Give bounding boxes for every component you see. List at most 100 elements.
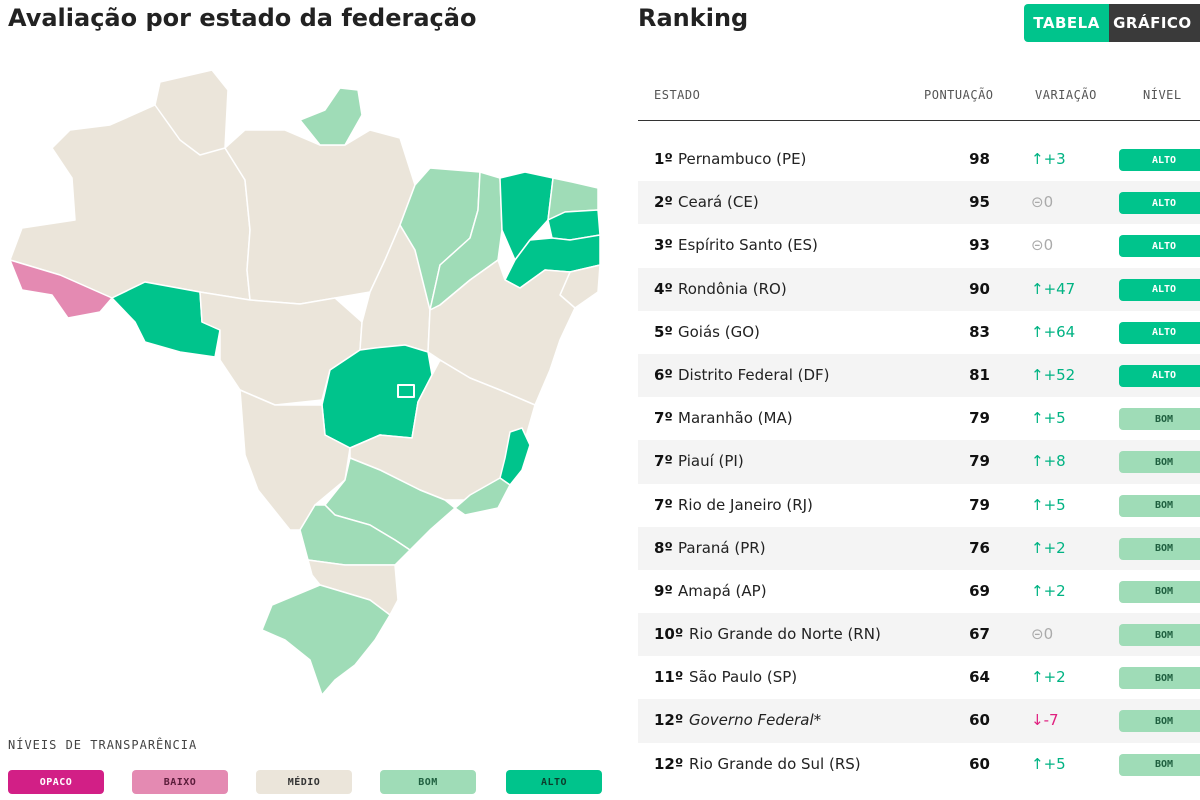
score-value: 64 xyxy=(969,668,990,687)
state-name: Espírito Santo (ES) xyxy=(678,236,818,255)
legend-bom: BOM xyxy=(380,770,476,794)
rank-position: 4º xyxy=(654,279,673,298)
table-row[interactable]: 1º Pernambuco (PE) 98 ↑+3 ALTO xyxy=(638,138,1200,181)
table-row[interactable]: 10º Rio Grande do Norte (RN) 67 ⊝0 BOM xyxy=(638,613,1200,657)
variation-value: ⊝0 xyxy=(1031,193,1054,212)
score-value: 76 xyxy=(969,538,990,557)
variation-value: ↑+2 xyxy=(1031,581,1066,600)
variation-value: ↑+52 xyxy=(1031,365,1076,384)
state-name: Ceará (CE) xyxy=(678,193,759,212)
rank-position: 9º xyxy=(654,581,673,600)
rank-position: 5º xyxy=(654,322,673,341)
state-name: Governo Federal* xyxy=(689,711,822,730)
level-badge: BOM xyxy=(1119,580,1200,603)
state-ro[interactable] xyxy=(111,281,221,358)
map-title: Avaliação por estado da federação xyxy=(8,4,477,32)
table-row[interactable]: 12º Governo Federal* 60 ↓-7 BOM xyxy=(638,699,1200,743)
state-rs[interactable] xyxy=(261,584,391,696)
col-estado[interactable]: ESTADO xyxy=(654,88,701,102)
score-value: 98 xyxy=(969,150,990,168)
tab-tabela[interactable]: TABELA xyxy=(1024,4,1110,42)
level-badge: BOM xyxy=(1119,451,1200,474)
table-row[interactable]: 3º Espírito Santo (ES) 93 ⊝0 ALTO xyxy=(638,224,1200,267)
score-value: 60 xyxy=(969,754,990,773)
state-name: Rio de Janeiro (RJ) xyxy=(678,495,813,514)
level-badge: ALTO xyxy=(1119,278,1200,301)
level-badge: BOM xyxy=(1119,710,1200,733)
table-row[interactable]: 12º Rio Grande do Sul (RS) 60 ↑+5 BOM xyxy=(638,743,1200,786)
rank-position: 8º xyxy=(654,538,673,557)
table-row[interactable]: 7º Rio de Janeiro (RJ) 79 ↑+5 BOM xyxy=(638,484,1200,527)
state-name: Amapá (AP) xyxy=(678,581,767,600)
table-row[interactable]: 5º Goiás (GO) 83 ↑+64 ALTO xyxy=(638,311,1200,354)
rank-position: 11º xyxy=(654,668,684,687)
score-value: 90 xyxy=(969,279,990,298)
state-ms[interactable] xyxy=(239,389,351,531)
state-ap[interactable] xyxy=(299,87,363,146)
variation-value: ↑+64 xyxy=(1031,322,1076,341)
level-badge: BOM xyxy=(1119,667,1200,690)
table-row[interactable]: 7º Piauí (PI) 79 ↑+8 BOM xyxy=(638,440,1200,484)
legend-opaco: OPACO xyxy=(8,770,104,794)
state-name: Distrito Federal (DF) xyxy=(678,365,830,384)
rank-position: 1º xyxy=(654,150,673,168)
state-es[interactable] xyxy=(499,427,531,486)
table-row[interactable]: 4º Rondônia (RO) 90 ↑+47 ALTO xyxy=(638,267,1200,311)
col-nivel[interactable]: NÍVEL xyxy=(1143,88,1182,102)
table-row[interactable]: 7º Maranhão (MA) 79 ↑+5 BOM xyxy=(638,397,1200,440)
score-value: 93 xyxy=(969,236,990,255)
level-badge: BOM xyxy=(1119,753,1200,776)
state-ac[interactable] xyxy=(9,259,113,319)
state-name: São Paulo (SP) xyxy=(689,668,798,687)
col-variacao[interactable]: VARIAÇÃO xyxy=(1035,88,1097,102)
legend-alto: ALTO xyxy=(506,770,602,794)
table-row[interactable]: 9º Amapá (AP) 69 ↑+2 BOM xyxy=(638,570,1200,613)
level-badge: BOM xyxy=(1119,624,1200,647)
view-toggle: TABELA GRÁFICO xyxy=(1024,4,1200,42)
brazil-map-svg xyxy=(9,69,601,696)
variation-value: ↑+2 xyxy=(1031,538,1066,557)
table-row[interactable]: 6º Distrito Federal (DF) 81 ↑+52 ALTO xyxy=(638,353,1200,398)
variation-value: ↑+3 xyxy=(1031,150,1066,168)
score-value: 60 xyxy=(969,711,990,730)
score-value: 83 xyxy=(969,322,990,341)
rank-position: 12º xyxy=(654,754,684,773)
col-pontuacao[interactable]: PONTUAÇÃO xyxy=(924,88,994,102)
rank-position: 6º xyxy=(654,365,673,384)
variation-value: ↑+2 xyxy=(1031,668,1066,687)
state-name: Maranhão (MA) xyxy=(678,409,793,428)
score-value: 79 xyxy=(969,409,990,428)
state-name: Rio Grande do Sul (RS) xyxy=(689,754,861,773)
variation-value: ↓-7 xyxy=(1031,711,1059,730)
variation-value: ↑+5 xyxy=(1031,754,1066,773)
level-badge: ALTO xyxy=(1119,235,1200,258)
level-badge: BOM xyxy=(1119,408,1200,431)
level-badge: ALTO xyxy=(1119,364,1200,387)
table-row[interactable]: 2º Ceará (CE) 95 ⊝0 ALTO xyxy=(638,181,1200,225)
score-value: 67 xyxy=(969,625,990,644)
rank-position: 7º xyxy=(654,409,673,428)
table-row[interactable]: 8º Paraná (PR) 76 ↑+2 BOM xyxy=(638,526,1200,570)
rank-position: 7º xyxy=(654,495,673,514)
state-ce[interactable] xyxy=(499,171,554,261)
ranking-table: 1º Pernambuco (PE) 98 ↑+3 ALTO 2º Ceará (CE) 95… xyxy=(638,138,1200,786)
level-badge: BOM xyxy=(1119,494,1200,517)
rank-position: 3º xyxy=(654,236,673,255)
legend-medio: MÉDIO xyxy=(256,770,352,794)
rank-position: 2º xyxy=(654,193,673,212)
state-name: Goiás (GO) xyxy=(678,322,760,341)
level-badge: ALTO xyxy=(1119,321,1200,344)
legend-baixo: BAIXO xyxy=(132,770,228,794)
state-name: Paraná (PR) xyxy=(678,538,766,557)
state-name: Pernambuco (PE) xyxy=(678,150,807,168)
variation-value: ↑+8 xyxy=(1031,452,1066,471)
table-row[interactable]: 11º São Paulo (SP) 64 ↑+2 BOM xyxy=(638,656,1200,699)
state-rr[interactable] xyxy=(154,69,229,156)
state-name: Rio Grande do Norte (RN) xyxy=(689,625,881,644)
level-badge: ALTO xyxy=(1119,192,1200,215)
brazil-map xyxy=(0,60,620,710)
rank-position: 10º xyxy=(654,625,684,644)
state-df[interactable] xyxy=(397,384,415,398)
tab-grafico[interactable]: GRÁFICO xyxy=(1109,4,1200,42)
state-name: Piauí (PI) xyxy=(678,452,744,471)
